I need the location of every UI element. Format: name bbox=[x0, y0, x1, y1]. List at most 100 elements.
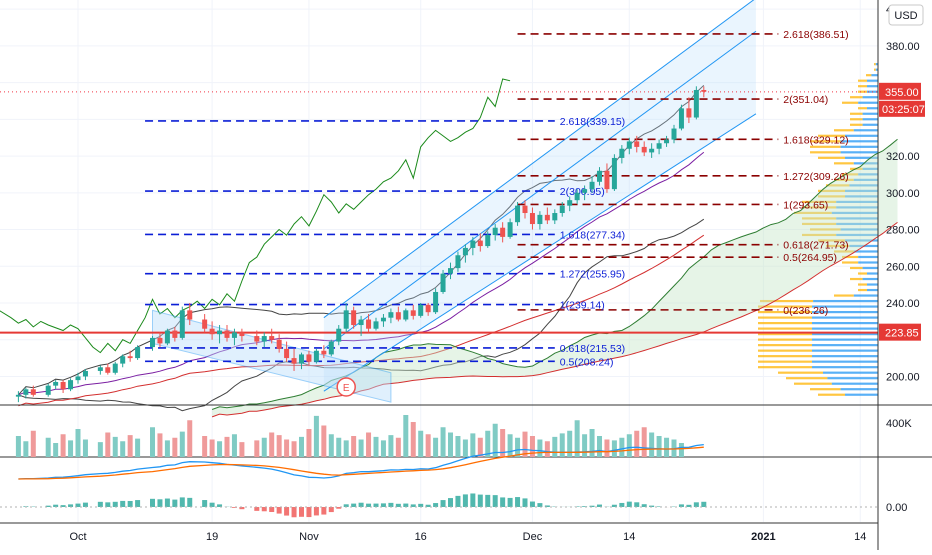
macd-histogram-bar bbox=[202, 500, 207, 507]
volume-bar bbox=[366, 433, 371, 458]
currency-button[interactable]: USD bbox=[889, 5, 923, 25]
candle-body bbox=[83, 371, 88, 377]
candle-body bbox=[470, 241, 475, 248]
macd-histogram-bar bbox=[83, 503, 88, 507]
candle-body bbox=[612, 158, 617, 189]
volume-bar bbox=[388, 435, 393, 457]
candle-body bbox=[262, 336, 267, 342]
volume-bar bbox=[545, 441, 550, 457]
macd-histogram-bar bbox=[180, 497, 185, 507]
volume-profile-bar bbox=[850, 278, 863, 280]
fib-red-label: 0(236.26) bbox=[783, 305, 828, 317]
candle bbox=[418, 303, 423, 318]
candle bbox=[113, 362, 118, 375]
candle-body bbox=[441, 274, 446, 292]
macd-histogram-bar bbox=[619, 503, 624, 507]
macd-histogram-bar bbox=[381, 503, 386, 507]
volume-bar bbox=[657, 436, 662, 457]
volume-bar bbox=[16, 436, 21, 457]
macd-histogram-bar bbox=[150, 499, 155, 507]
candle-body bbox=[672, 129, 677, 140]
volume-profile-bar bbox=[858, 289, 867, 291]
candle bbox=[180, 307, 185, 340]
candle-body bbox=[381, 318, 386, 322]
volume-profile-bar bbox=[863, 267, 878, 269]
volume-profile-bar bbox=[812, 355, 878, 357]
candle-body bbox=[478, 241, 483, 247]
candle-body bbox=[239, 332, 244, 336]
macd-histogram-bar bbox=[157, 499, 162, 507]
macd-histogram-bar bbox=[366, 504, 371, 507]
candle-body bbox=[366, 320, 371, 329]
volume-bar bbox=[120, 441, 125, 457]
price-tick-label: 260.00 bbox=[886, 261, 920, 273]
macd-histogram-bar bbox=[388, 503, 393, 507]
volume-profile-bar bbox=[758, 322, 812, 324]
fib-red-label: 2.618(386.51) bbox=[783, 29, 848, 41]
volume-bar bbox=[396, 438, 401, 457]
volume-bar bbox=[165, 440, 170, 457]
volume-bar bbox=[157, 433, 162, 457]
candle-body bbox=[76, 376, 81, 380]
volume-bar bbox=[463, 440, 468, 458]
volume-bar bbox=[172, 438, 177, 457]
volume-profile-bar bbox=[813, 300, 878, 302]
currency-label: USD bbox=[894, 10, 917, 22]
volume-profile-bar bbox=[812, 328, 878, 330]
volume-bar bbox=[83, 440, 88, 458]
volume-bar bbox=[254, 440, 259, 457]
volume-profile-bar bbox=[778, 372, 823, 374]
volume-profile-bar bbox=[867, 107, 878, 109]
candle bbox=[329, 340, 334, 357]
candle-body bbox=[455, 255, 460, 268]
macd-histogram-bar bbox=[523, 498, 528, 507]
macd-histogram-bar bbox=[292, 507, 297, 517]
macd-histogram-bar bbox=[463, 494, 468, 507]
macd-histogram-bar bbox=[478, 495, 483, 507]
candle-body bbox=[172, 331, 177, 338]
candle-body bbox=[284, 349, 289, 358]
candle-body bbox=[210, 329, 215, 335]
candle-body bbox=[426, 305, 431, 312]
candle-body bbox=[68, 380, 73, 389]
volume-bar bbox=[329, 434, 334, 457]
candle bbox=[135, 345, 140, 360]
volume-bar bbox=[381, 440, 386, 457]
candle-body bbox=[314, 351, 319, 362]
candle-body bbox=[299, 354, 304, 363]
volume-bar bbox=[590, 429, 595, 457]
candle-body bbox=[642, 147, 647, 153]
volume-profile-bar bbox=[823, 372, 878, 374]
candle-body bbox=[16, 395, 21, 397]
volume-profile-bar bbox=[812, 366, 878, 368]
macd-histogram-bar bbox=[172, 500, 177, 507]
volume-profile-bar bbox=[812, 339, 878, 341]
candle-body bbox=[448, 268, 453, 274]
macd-histogram-bar bbox=[441, 500, 446, 507]
candle-body bbox=[411, 310, 416, 316]
volume-bar bbox=[627, 434, 632, 457]
volume-bar bbox=[649, 433, 654, 458]
macd-histogram-bar bbox=[299, 507, 304, 517]
candle-body bbox=[329, 342, 334, 355]
candle-body bbox=[351, 310, 356, 325]
candle-body bbox=[403, 310, 408, 319]
candle-body bbox=[31, 389, 36, 395]
volume-profile-bar bbox=[854, 129, 878, 131]
volume-profile-bar bbox=[863, 113, 878, 115]
candle-body bbox=[664, 140, 669, 144]
macd-histogram-bar bbox=[277, 507, 282, 514]
candle-body bbox=[336, 329, 341, 342]
volume-profile-bar bbox=[841, 151, 878, 153]
candle-body bbox=[515, 206, 520, 223]
macd-histogram-bar bbox=[98, 502, 103, 507]
volume-bar bbox=[455, 436, 460, 457]
candle bbox=[694, 86, 699, 119]
volume-profile-bar bbox=[858, 107, 867, 109]
volume-profile-bar bbox=[863, 124, 878, 126]
candle-body bbox=[649, 149, 654, 153]
volume-profile-bar bbox=[867, 85, 878, 87]
